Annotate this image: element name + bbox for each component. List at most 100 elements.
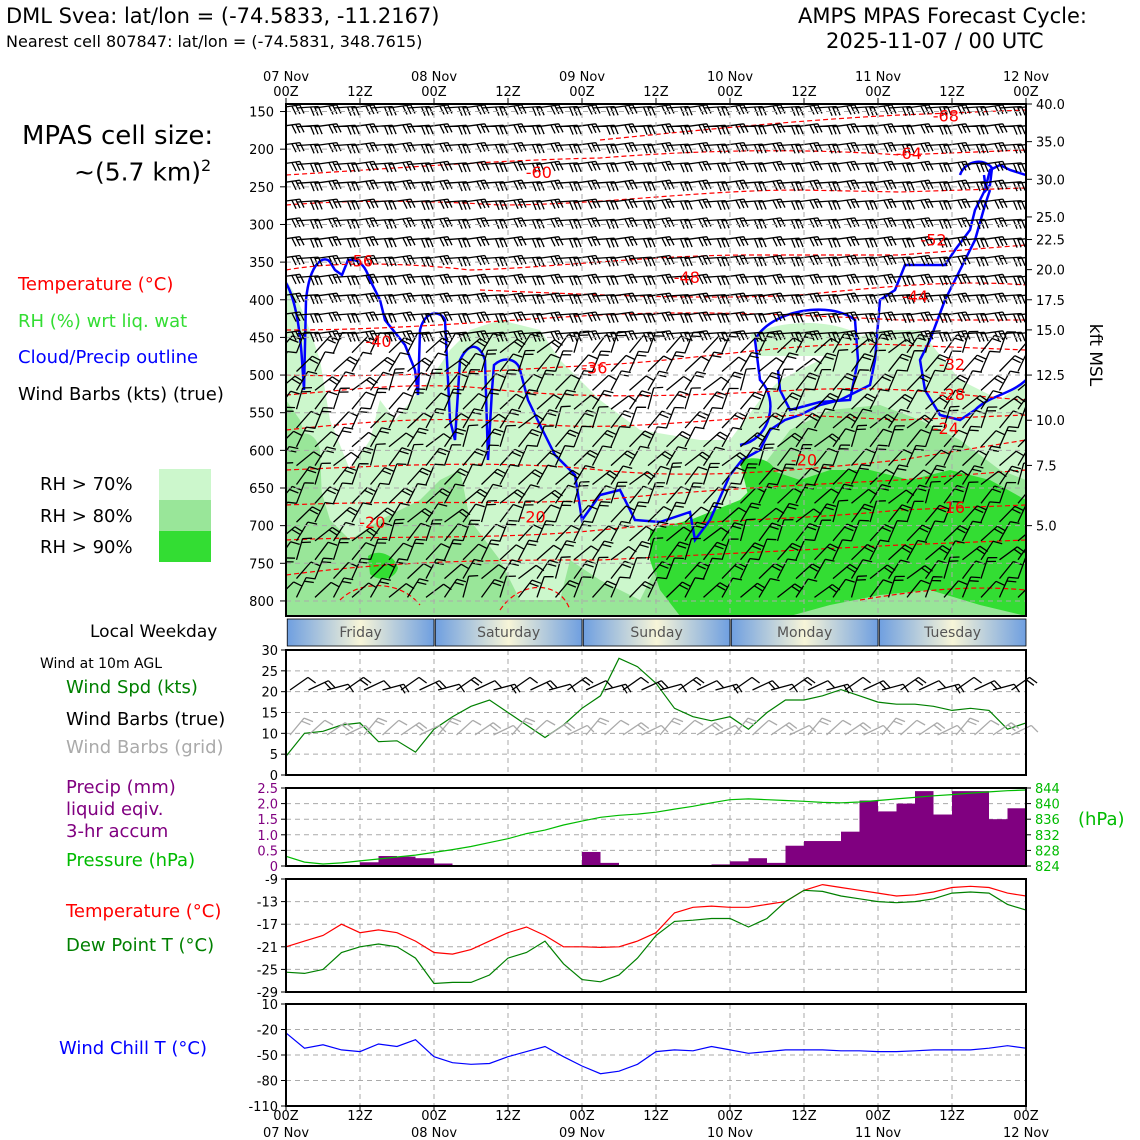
wind-barb bbox=[388, 502, 410, 523]
xsec-right-axis-label: kft MSL bbox=[1085, 324, 1105, 387]
wind-barb bbox=[555, 124, 582, 135]
isotherm-m56 bbox=[286, 244, 1026, 271]
wind-barb bbox=[388, 447, 412, 466]
wind-barb bbox=[999, 181, 1026, 192]
wind-barb bbox=[721, 577, 743, 598]
surface-wind-barb-grid bbox=[548, 722, 576, 736]
pressure-tick-label: 828 bbox=[1035, 844, 1060, 859]
wind-barb bbox=[832, 141, 860, 153]
wind-barb bbox=[351, 160, 379, 172]
wind-barb bbox=[351, 542, 375, 561]
weekday-cell bbox=[730, 618, 879, 647]
wind-barb bbox=[851, 199, 878, 211]
surface-wind-barb-true bbox=[918, 680, 946, 691]
wind-barb bbox=[647, 104, 675, 115]
wind-barb bbox=[351, 311, 379, 322]
bottom-tick-label: 00Z bbox=[273, 1109, 299, 1124]
surface-wind-barb-grid bbox=[363, 717, 388, 736]
wind-barb bbox=[296, 124, 323, 135]
wind-barb bbox=[444, 256, 471, 267]
wind-barb bbox=[629, 294, 656, 305]
wind-barb bbox=[443, 388, 463, 410]
wind-barb bbox=[980, 141, 1008, 153]
wind-barb bbox=[721, 217, 749, 228]
wind-barb bbox=[370, 105, 397, 117]
weekday-label: Monday bbox=[777, 625, 832, 641]
wind-barb bbox=[388, 160, 416, 172]
pressure-tick-label: 300 bbox=[249, 218, 274, 233]
wind-barb bbox=[943, 470, 970, 486]
wind-barb bbox=[536, 179, 564, 191]
wind-barb bbox=[906, 539, 928, 561]
wind-barb bbox=[721, 160, 749, 172]
wind-barb bbox=[758, 562, 784, 580]
wind-barb bbox=[740, 256, 767, 267]
isotherm-m36 bbox=[286, 414, 1026, 431]
wind-barb bbox=[388, 368, 405, 391]
wind-barb bbox=[888, 544, 914, 561]
wind-barb bbox=[869, 579, 893, 598]
wind-barb bbox=[684, 466, 708, 485]
surface-wind-barb-true bbox=[345, 676, 372, 691]
wind-barb bbox=[592, 237, 619, 248]
wind-barb bbox=[462, 424, 479, 447]
wind-barb bbox=[628, 540, 652, 561]
wind-barb bbox=[629, 105, 656, 117]
wind-barb bbox=[980, 179, 1008, 191]
wind-barb bbox=[869, 254, 897, 266]
wind-barb bbox=[425, 198, 453, 209]
wind-barb bbox=[499, 424, 516, 447]
wind-barb bbox=[518, 143, 545, 154]
precip-bar bbox=[989, 819, 1008, 866]
wind-barb bbox=[850, 408, 873, 429]
wind-barb bbox=[980, 580, 1005, 598]
panel-frame bbox=[285, 878, 1027, 993]
wind-barb bbox=[425, 337, 451, 354]
wind-barb bbox=[647, 537, 664, 560]
wind-barb bbox=[869, 198, 897, 209]
surface-wind-barb-true bbox=[326, 683, 355, 693]
panel-tick-label: -21 bbox=[257, 941, 278, 956]
wind-barb bbox=[943, 350, 962, 372]
wind-barb bbox=[980, 375, 1006, 391]
wind-barb bbox=[888, 312, 915, 324]
wind-barb bbox=[629, 218, 656, 229]
wind-barb bbox=[943, 540, 965, 561]
wind-barb bbox=[777, 218, 804, 229]
wind-barb bbox=[702, 462, 720, 485]
surface-wind-barb-true bbox=[548, 683, 577, 693]
wind-barb bbox=[665, 462, 683, 485]
wind-barb bbox=[999, 331, 1026, 342]
wind-barb bbox=[906, 160, 934, 172]
wind-barb bbox=[887, 575, 905, 598]
wind-barb bbox=[961, 481, 979, 504]
wind-barb bbox=[296, 312, 323, 324]
wind-barb bbox=[795, 427, 818, 448]
wind-barb bbox=[832, 292, 860, 304]
surface-wind-barb-true bbox=[900, 676, 927, 691]
wind-barb bbox=[702, 407, 722, 429]
wind-barb bbox=[869, 539, 890, 561]
wind-barb bbox=[739, 557, 760, 579]
panel-tick-label: 1.5 bbox=[257, 813, 278, 828]
wind-barb bbox=[628, 390, 652, 410]
wind-barb bbox=[832, 273, 860, 285]
wind-barb bbox=[925, 181, 952, 192]
wind-barb bbox=[444, 124, 471, 135]
wind-barb bbox=[925, 275, 952, 286]
wind-barb bbox=[795, 273, 823, 285]
wind-barb bbox=[962, 256, 989, 267]
wind-barb bbox=[333, 312, 360, 324]
wind-spd-label: Wind Spd (kts) bbox=[66, 677, 198, 698]
pressure-tick-label: 450 bbox=[249, 331, 274, 346]
wind-barb bbox=[851, 162, 878, 173]
wind-barb bbox=[721, 387, 739, 410]
wind-barb bbox=[573, 160, 601, 172]
top-tick-label: 00Z bbox=[717, 85, 743, 100]
wind-barb bbox=[536, 575, 554, 598]
weekday-bar: Friday Saturday Sunday Monday Tuesday bbox=[286, 618, 1027, 647]
wind-barb bbox=[444, 218, 471, 229]
temperature-contour-label: -20 bbox=[791, 450, 817, 469]
wind-barb bbox=[888, 449, 913, 467]
precip-bar bbox=[822, 841, 841, 866]
